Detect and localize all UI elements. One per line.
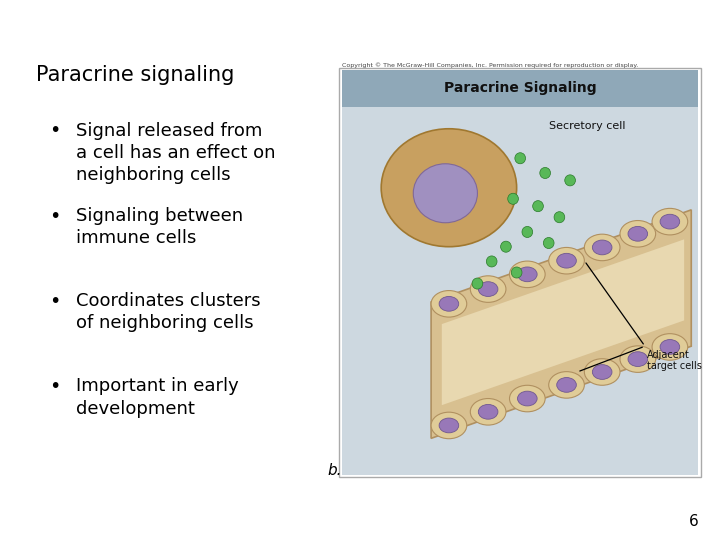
Ellipse shape <box>544 238 554 248</box>
Ellipse shape <box>628 226 647 241</box>
Ellipse shape <box>439 418 459 433</box>
Text: Adjacent
target cells: Adjacent target cells <box>647 350 701 372</box>
Ellipse shape <box>508 193 518 204</box>
FancyBboxPatch shape <box>339 68 701 477</box>
Ellipse shape <box>470 399 506 425</box>
FancyBboxPatch shape <box>342 106 698 475</box>
Text: Copyright © The McGraw-Hill Companies, Inc. Permission required for reproduction: Copyright © The McGraw-Hill Companies, I… <box>342 62 638 68</box>
Ellipse shape <box>518 267 537 282</box>
Ellipse shape <box>515 153 526 164</box>
Ellipse shape <box>660 340 680 354</box>
Text: Coordinates clusters
of neighboring cells: Coordinates clusters of neighboring cell… <box>76 292 260 332</box>
Ellipse shape <box>549 247 585 274</box>
Text: Signaling between
immune cells: Signaling between immune cells <box>76 207 243 247</box>
Text: •: • <box>49 122 60 140</box>
Ellipse shape <box>585 359 620 385</box>
Ellipse shape <box>413 164 477 222</box>
Text: 6: 6 <box>688 514 698 529</box>
Text: •: • <box>49 207 60 226</box>
Ellipse shape <box>431 291 467 317</box>
Text: •: • <box>49 377 60 396</box>
Ellipse shape <box>522 226 533 238</box>
Ellipse shape <box>500 241 511 252</box>
Ellipse shape <box>628 352 647 367</box>
Text: b.: b. <box>328 463 342 478</box>
Ellipse shape <box>593 240 612 255</box>
Text: Important in early
development: Important in early development <box>76 377 238 417</box>
Ellipse shape <box>510 385 545 412</box>
Ellipse shape <box>660 214 680 229</box>
Text: Paracrine Signaling: Paracrine Signaling <box>444 82 596 96</box>
Polygon shape <box>431 210 691 438</box>
Ellipse shape <box>554 212 564 222</box>
Ellipse shape <box>533 201 544 212</box>
Ellipse shape <box>549 372 585 398</box>
Ellipse shape <box>593 364 612 380</box>
Ellipse shape <box>557 377 576 392</box>
Ellipse shape <box>478 404 498 419</box>
Ellipse shape <box>557 253 576 268</box>
Text: Secretory cell: Secretory cell <box>549 122 625 131</box>
Ellipse shape <box>620 346 656 373</box>
Ellipse shape <box>564 175 575 186</box>
Ellipse shape <box>478 282 498 296</box>
Ellipse shape <box>620 220 656 247</box>
Text: •: • <box>49 292 60 311</box>
Ellipse shape <box>518 391 537 406</box>
Ellipse shape <box>511 267 522 278</box>
Ellipse shape <box>510 261 545 288</box>
Ellipse shape <box>540 167 551 179</box>
FancyBboxPatch shape <box>342 70 698 106</box>
Ellipse shape <box>470 276 506 302</box>
Ellipse shape <box>472 278 483 289</box>
Ellipse shape <box>439 296 459 311</box>
Polygon shape <box>442 239 684 405</box>
Ellipse shape <box>431 412 467 438</box>
Ellipse shape <box>486 256 497 267</box>
Ellipse shape <box>652 208 688 235</box>
Text: Paracrine signaling: Paracrine signaling <box>36 65 235 85</box>
Ellipse shape <box>652 334 688 360</box>
Ellipse shape <box>585 234 620 261</box>
Ellipse shape <box>381 129 517 247</box>
Text: Signal released from
a cell has an effect on
neighboring cells: Signal released from a cell has an effec… <box>76 122 275 184</box>
